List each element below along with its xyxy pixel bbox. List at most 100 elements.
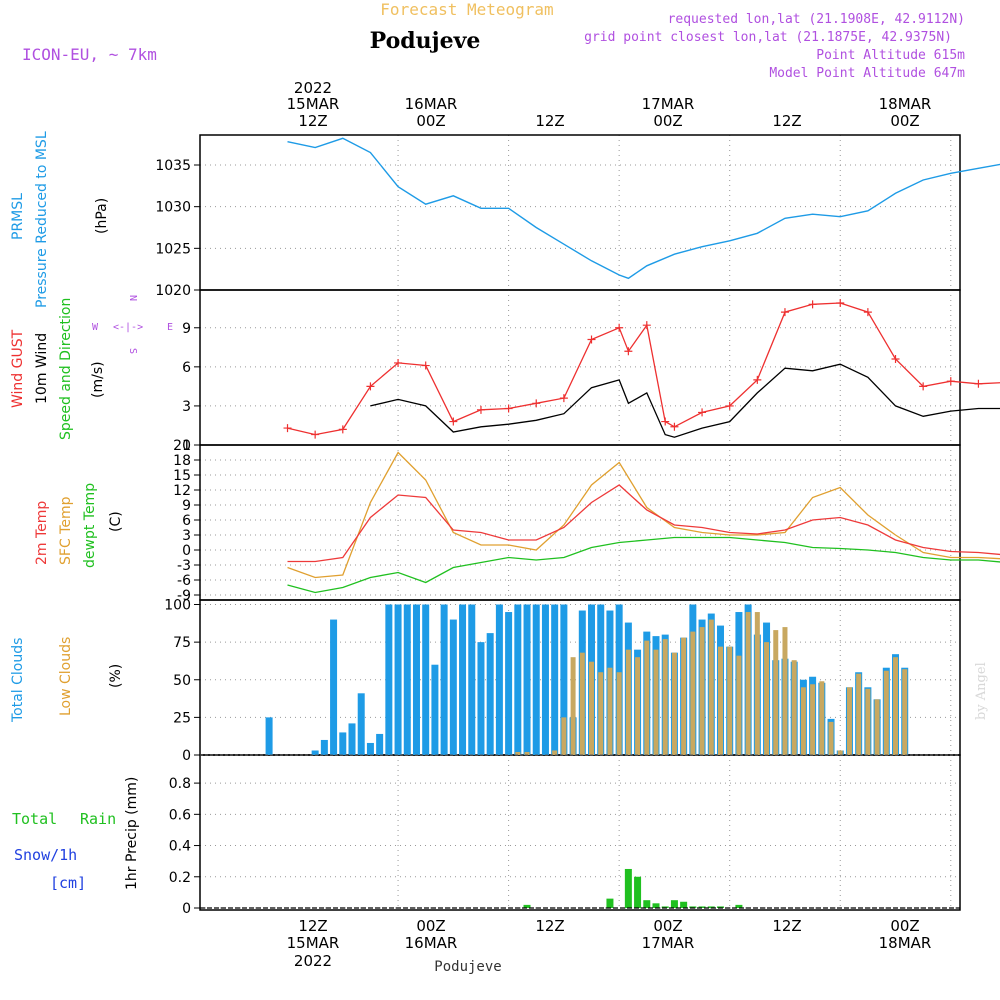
low-cloud-bar (865, 688, 871, 755)
total-cloud-bar (394, 604, 402, 755)
pressure-label-name: Pressure Reduced to MSL (34, 131, 50, 308)
temp-tick-label: -3 (177, 558, 191, 574)
rain-bar (643, 900, 651, 908)
total-cloud-bar (468, 604, 476, 755)
temp-tick-label: 9 (182, 498, 191, 514)
rain-bar (689, 906, 697, 908)
panels-layer: 10201025103010350369-9-6-303691215182102… (155, 134, 1000, 917)
cloud-unit: (%) (108, 664, 124, 688)
total-cloud-bar (320, 739, 328, 755)
low-cloud-bar (681, 637, 687, 755)
low-cloud-bar (561, 717, 567, 755)
rain-bar (716, 906, 724, 908)
bottom-label-2-hour: 12Z (535, 917, 564, 935)
total-cloud-bar (477, 642, 485, 755)
gust-marker (476, 405, 485, 414)
rain-bar (624, 868, 632, 908)
compass-n: N (127, 295, 138, 301)
temp-tick-label: 12 (173, 483, 191, 499)
top-label-0-date: 15MAR (287, 95, 340, 113)
total-cloud-bar (541, 604, 549, 755)
cloud-labels: Total Clouds Low Clouds (%) (10, 637, 124, 723)
low-cloud-bar (837, 750, 843, 755)
point-altitude: Point Altitude 615m (816, 48, 965, 63)
top-label-5-date: 18MAR (879, 95, 932, 113)
title-top: Forecast Meteogram (380, 0, 553, 19)
gust-marker (587, 335, 596, 344)
gust-marker (863, 308, 872, 317)
low-cloud-bar (745, 612, 751, 755)
top-label-3-date: 17MAR (642, 95, 695, 113)
low-cloud-bar (653, 649, 659, 755)
low-cloud-bar (524, 751, 530, 755)
gust-marker (504, 404, 513, 413)
temp-tick-label: -9 (177, 588, 191, 604)
temp-label-2m: 2m Temp (34, 501, 50, 565)
pressure-tick-label: 1030 (155, 200, 191, 216)
gust-marker (808, 300, 817, 309)
clouds-tick-label: 0 (182, 748, 191, 764)
rain-bar (523, 904, 531, 908)
low-cloud-bar (764, 642, 770, 755)
top-time-axis: 2022 15MAR 12Z 16MAR 00Z 12Z 17MAR 00Z 1… (287, 79, 932, 130)
compass-arrows: <-|-> (113, 322, 143, 333)
gust-marker (836, 299, 845, 308)
pressure-tick-label: 1025 (155, 241, 191, 257)
low-cloud-bar (874, 699, 880, 755)
gust-marker (366, 382, 375, 391)
model-altitude: Model Point Altitude 647m (769, 66, 965, 81)
gust-marker (311, 430, 320, 439)
low-cloud-bar (699, 627, 705, 755)
low-cloud-bar (727, 646, 733, 755)
gust-marker (919, 382, 928, 391)
precip-frame (199, 754, 961, 911)
location-title: Podujeve (370, 28, 481, 54)
rain-bar (698, 906, 706, 908)
total-cloud-bar (514, 604, 522, 755)
compass-icon: W E N S <-|-> (92, 295, 173, 354)
low-cloud-bar (708, 619, 714, 755)
low-cloud-bar (662, 639, 668, 755)
wind-tick-label: 0 (182, 438, 191, 454)
compass-w: W (92, 322, 99, 333)
precip-tick-label: 0.2 (169, 870, 191, 886)
wind-tick-label: 6 (182, 360, 191, 376)
low-cloud-bar (579, 652, 585, 755)
total-cloud-bar (523, 604, 531, 755)
footer-location: Podujeve (434, 959, 501, 975)
bottom-label-0-hour: 12Z (298, 917, 327, 935)
clouds-tick-label: 25 (173, 710, 191, 726)
low-cloud-bar (782, 627, 788, 755)
bottom-label-0-date: 15MAR (287, 934, 340, 952)
clouds-tick-label: 50 (173, 673, 191, 689)
pressure-line (287, 137, 1000, 280)
total-cloud-bar (330, 619, 338, 755)
gust-marker (725, 401, 734, 410)
gust-marker (449, 417, 458, 426)
clouds-tick-label: 75 (173, 635, 191, 651)
bottom-label-4-hour: 12Z (772, 917, 801, 935)
gust-marker (283, 424, 292, 433)
low-cloud-bar (589, 661, 595, 755)
low-cloud-bar (717, 646, 723, 755)
total-cloud-bar (440, 604, 448, 755)
gust-marker (946, 377, 955, 386)
total-cloud-bar (551, 604, 559, 755)
total-cloud-bar (459, 604, 467, 755)
low-cloud-bar (644, 640, 650, 755)
low-cloud-bar (791, 660, 797, 755)
top-label-1-hour: 00Z (416, 112, 445, 130)
temp-tick-label: 0 (182, 543, 191, 559)
temp-labels: 2m Temp SFC Temp dewpt Temp (C) (34, 483, 124, 568)
top-label-4-hour: 12Z (772, 112, 801, 130)
low-cloud-bar (671, 652, 677, 755)
bottom-label-5-hour: 00Z (890, 917, 919, 935)
top-label-2-hour: 12Z (535, 112, 564, 130)
total-cloud-bar (265, 717, 273, 755)
total-cloud-bar (348, 723, 356, 755)
temp-unit: (C) (108, 511, 124, 532)
cloud-label-low: Low Clouds (58, 637, 74, 716)
low-cloud-bar (635, 657, 641, 755)
low-cloud-bar (800, 687, 806, 755)
gust-marker (615, 323, 624, 332)
